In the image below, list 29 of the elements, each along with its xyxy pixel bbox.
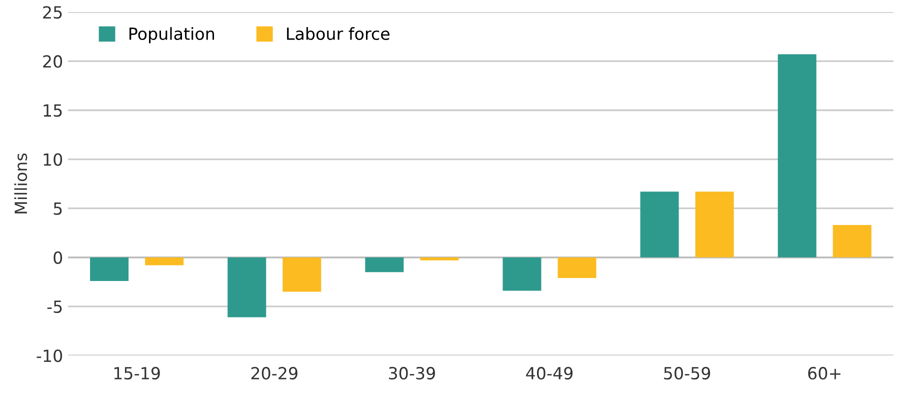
y-tick-label: 10	[44, 153, 62, 166]
bar	[778, 54, 816, 258]
legend-label: Population	[130, 27, 214, 44]
bar	[695, 192, 734, 258]
x-tick-label: 15-19	[114, 366, 160, 380]
bar	[145, 257, 184, 266]
bar	[365, 257, 404, 272]
y-tick-label: 0	[54, 251, 62, 264]
x-tick-label: 30-39	[388, 366, 435, 380]
y-tick-label: -10	[36, 349, 62, 362]
bar	[90, 257, 129, 281]
bar	[420, 257, 459, 260]
y-tick-label: 20	[43, 55, 62, 68]
bar	[832, 225, 872, 258]
x-tick-label: 50-59	[664, 366, 710, 380]
y-axis-title: Millions	[14, 153, 28, 214]
bar	[282, 257, 322, 292]
bar	[558, 257, 596, 278]
y-tick-label: -5	[47, 300, 62, 314]
bar	[228, 257, 266, 318]
legend-label: Labour force	[287, 27, 390, 40]
bar	[502, 257, 542, 291]
bar	[640, 192, 679, 258]
x-tick-label: 60+	[808, 366, 840, 380]
x-tick-label: 20-29	[251, 366, 298, 380]
x-tick-label: 40-49	[526, 366, 573, 380]
y-tick-label: 25	[43, 6, 62, 19]
y-tick-label: 5	[54, 202, 62, 215]
y-tick-label: 15	[44, 104, 62, 117]
